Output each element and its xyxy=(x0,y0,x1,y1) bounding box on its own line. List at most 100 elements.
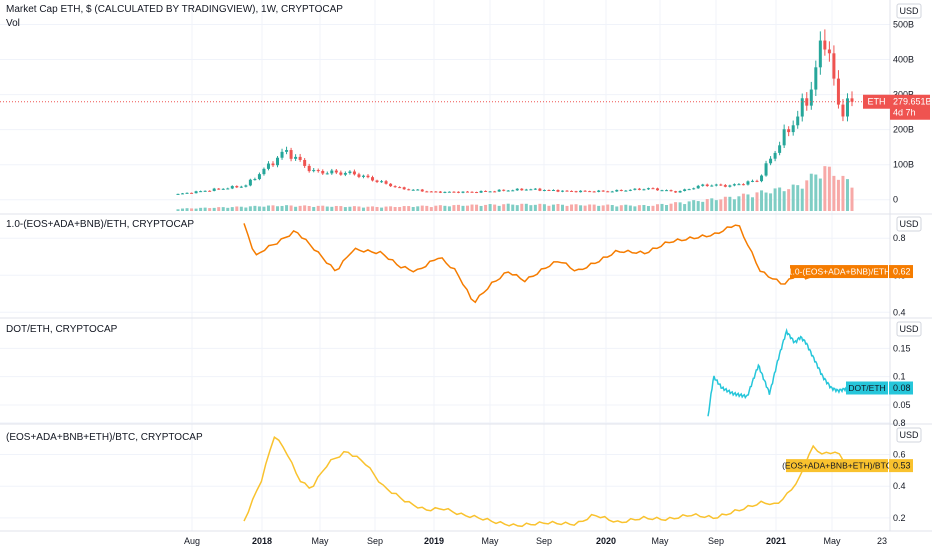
candle-body xyxy=(375,180,379,182)
eth-market-cap-pane[interactable]: Market Cap ETH, $ (CALCULATED BY TRADING… xyxy=(0,3,932,211)
candle-body xyxy=(307,165,311,172)
candle-body xyxy=(674,191,678,193)
volume-bar xyxy=(475,204,479,211)
candle-body xyxy=(475,192,479,194)
volume-bar xyxy=(289,205,293,211)
currency-button[interactable] xyxy=(896,3,922,19)
candle-body xyxy=(230,186,234,189)
candle-body xyxy=(746,181,750,185)
volume-bar xyxy=(687,201,691,211)
volume-bar xyxy=(230,207,234,211)
candle-body xyxy=(447,191,451,193)
candle-body xyxy=(683,189,687,191)
volume-bar xyxy=(226,207,230,211)
volume-bar xyxy=(651,205,655,211)
candle-body xyxy=(361,175,365,177)
currency-button[interactable] xyxy=(896,216,922,232)
volume-bar xyxy=(782,191,786,211)
volume-bar xyxy=(411,206,415,211)
candle-body xyxy=(845,98,849,117)
pane-title: DOT/ETH, CRYPTOCAP xyxy=(6,324,118,335)
candle-body xyxy=(692,188,696,190)
volume-bar xyxy=(628,205,632,211)
volume-bar xyxy=(533,204,537,211)
candle-body xyxy=(524,189,528,191)
volume-bar xyxy=(547,205,551,211)
candle-body xyxy=(303,159,307,166)
price-axis-tick: 200B xyxy=(893,125,914,135)
candle-body xyxy=(208,190,212,192)
volume-bar xyxy=(479,205,483,211)
volume-bar xyxy=(511,204,515,211)
volume-bar xyxy=(502,204,506,211)
candle-body xyxy=(787,129,791,133)
candle-body xyxy=(203,190,207,192)
volume-bar xyxy=(845,179,849,211)
price-axis-labels[interactable]: 0.2 0.4 0.6 0.8 xyxy=(893,418,906,523)
candle-body xyxy=(570,190,574,192)
candle-body xyxy=(592,191,596,193)
eos-ada-bnb-eth-btc-pane[interactable]: (EOS+ADA+BNB+ETH)/BTC, CRYPTOCAP 0.20.40… xyxy=(6,418,922,528)
volume-bars xyxy=(176,166,854,211)
volume-bar xyxy=(741,193,745,211)
eos-ada-bnb-ratio-pane[interactable]: 1.0-(EOS+ADA+BNB)/ETH, CRYPTOCAP 0.40.60… xyxy=(6,216,922,317)
candle-body xyxy=(723,185,727,187)
volume-bar xyxy=(542,204,546,211)
candle-body xyxy=(443,191,447,193)
candle-body xyxy=(352,171,356,175)
currency-button[interactable] xyxy=(896,321,922,337)
currency-button[interactable] xyxy=(896,427,922,443)
candle-body xyxy=(651,188,655,190)
grid-lines xyxy=(0,0,890,531)
volume-bar xyxy=(488,204,492,211)
time-axis-label: 23 xyxy=(877,536,887,546)
candle-body xyxy=(434,191,438,193)
volume-bar xyxy=(610,205,614,211)
volume-bar xyxy=(660,203,664,211)
time-axis[interactable]: Aug 2018 May Sep 2019 May Sep 2020 May Sep 2021 May… xyxy=(184,536,887,546)
price-axis-labels[interactable]: 0.05 0.1 0.15 xyxy=(893,343,911,410)
volume-bar xyxy=(190,208,194,211)
candle-body xyxy=(696,185,700,189)
volume-bar xyxy=(574,204,578,211)
candle-body xyxy=(411,189,415,191)
volume-bar xyxy=(352,206,356,211)
dot-eth-pane[interactable]: DOT/ETH, CRYPTOCAP 0.05 0.1 0.15 USD DOT/E… xyxy=(6,321,922,417)
volume-bar xyxy=(398,206,402,211)
candle-body xyxy=(402,187,406,190)
volume-bar xyxy=(764,192,768,211)
candle-body xyxy=(339,172,343,175)
volume-bar xyxy=(615,206,619,211)
candle-body xyxy=(601,190,605,192)
candle-body xyxy=(484,190,488,192)
candle-body xyxy=(420,189,424,192)
candle-body xyxy=(542,190,546,192)
candle-body xyxy=(239,186,243,188)
series-line xyxy=(707,327,849,417)
candle-body xyxy=(194,191,198,194)
volume-bar xyxy=(805,180,809,211)
candle-body xyxy=(710,185,714,187)
volume-bar xyxy=(280,205,284,211)
volume-bar xyxy=(429,207,433,211)
volume-bar xyxy=(710,198,714,211)
volume-bar xyxy=(787,189,791,211)
price-axis-labels[interactable]: 0 100B 200B 300B 400B 500B xyxy=(893,20,914,205)
candle-body xyxy=(660,190,664,192)
candle-body xyxy=(579,190,583,193)
volume-bar xyxy=(325,206,329,211)
volume-bar xyxy=(850,187,854,211)
volume-bar xyxy=(674,202,678,211)
candle-body xyxy=(655,188,659,191)
candle-body xyxy=(280,151,284,158)
candle-body xyxy=(678,190,682,193)
currency-label: USD xyxy=(899,6,919,16)
price-axis-tick: 0.8 xyxy=(893,233,906,243)
price-axis-tick: 0.1 xyxy=(893,372,906,382)
volume-bar xyxy=(560,204,564,211)
candle-body xyxy=(728,185,732,187)
candle-body xyxy=(814,67,818,90)
candle-body xyxy=(488,191,492,193)
currency-label: USD xyxy=(899,430,919,440)
